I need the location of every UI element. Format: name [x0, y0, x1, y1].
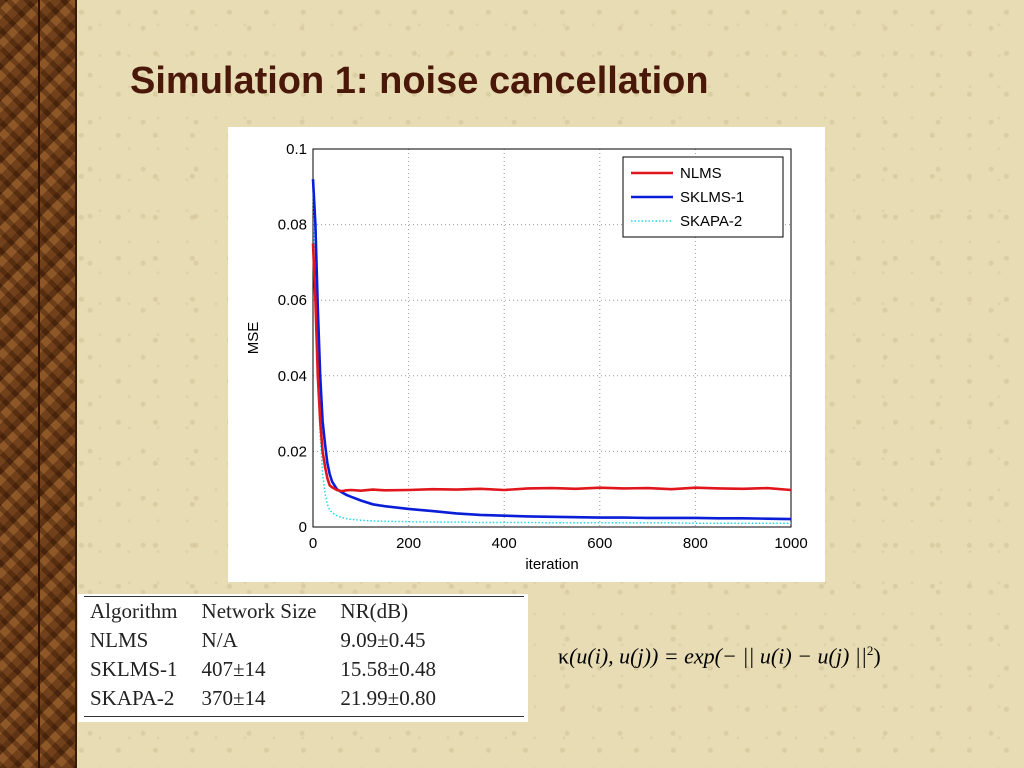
table-header-row: Algorithm Network Size NR(dB)	[86, 597, 446, 626]
legend-label: SKAPA-2	[680, 213, 742, 230]
table-cell: N/A	[201, 628, 238, 652]
series-line-nlms	[311, 243, 792, 493]
table-top-rule	[84, 596, 524, 597]
legend-label: SKLMS-1	[680, 189, 744, 206]
x-tick-label: 600	[587, 535, 612, 552]
table-cell: 21.99±0.80	[340, 686, 436, 710]
formula-body: (u(i), u(j)) = exp(− || u(i) − u(j) ||	[569, 643, 867, 669]
formula-exponent: 2	[866, 643, 874, 658]
table-row: SKLMS-1 407±14 15.58±0.48	[86, 655, 446, 684]
table-bottom-rule	[84, 716, 524, 717]
x-tick-label: 1000	[774, 535, 807, 552]
kappa-symbol: κ	[558, 643, 570, 669]
series-line-sklms-1	[311, 179, 792, 521]
table-row: NLMS N/A 9.09±0.45	[86, 626, 446, 655]
y-tick-label: 0.06	[278, 292, 307, 309]
x-axis-label: iteration	[525, 556, 578, 573]
y-tick-label: 0.08	[278, 217, 307, 234]
table-header: Algorithm	[90, 599, 178, 623]
table-header: Network Size	[201, 599, 317, 623]
formula-close-paren: )	[873, 643, 881, 669]
x-tick-label: 0	[309, 535, 317, 552]
table-cell: 15.58±0.48	[340, 657, 436, 681]
table-cell: NLMS	[90, 628, 149, 652]
mse-line-chart: 0 200 400 600 800 1000 0 0.02 0.04 0.06 0.08 0.1 ite…	[245, 141, 808, 573]
decorative-divider	[75, 0, 77, 768]
table-cell: 370±14	[201, 686, 266, 710]
y-tick-label: 0.04	[278, 368, 307, 385]
decorative-divider	[38, 0, 40, 768]
y-tick-label: 0.1	[286, 141, 307, 158]
table-header: NR(dB)	[340, 599, 409, 623]
plot-frame	[312, 148, 792, 528]
y-tick-label: 0.02	[278, 443, 307, 460]
legend-label: NLMS	[680, 165, 722, 182]
x-tick-label: 800	[683, 535, 708, 552]
x-tick-label: 400	[492, 535, 517, 552]
x-tick-label: 200	[396, 535, 421, 552]
y-axis-label: MSE	[245, 322, 262, 355]
results-table-panel: Algorithm Network Size NR(dB) NLMS N/A 9…	[78, 594, 528, 722]
results-table: Algorithm Network Size NR(dB) NLMS N/A 9…	[86, 597, 446, 713]
table-row: SKAPA-2 370±14 21.99±0.80	[86, 684, 446, 713]
table-cell: 407±14	[201, 657, 266, 681]
gaussian-kernel-formula: κ(u(i), u(j)) = exp(− || u(i) − u(j) ||2…	[558, 643, 881, 669]
slide-title: Simulation 1: noise cancellation	[130, 60, 709, 102]
table-cell: SKAPA-2	[90, 686, 175, 710]
y-tick-label: 0	[299, 519, 307, 536]
chart-panel: 0 200 400 600 800 1000 0 0.02 0.04 0.06 0.08 0.1 ite…	[228, 127, 825, 582]
table-cell: 9.09±0.45	[340, 628, 426, 652]
table-cell: SKLMS-1	[90, 657, 178, 681]
